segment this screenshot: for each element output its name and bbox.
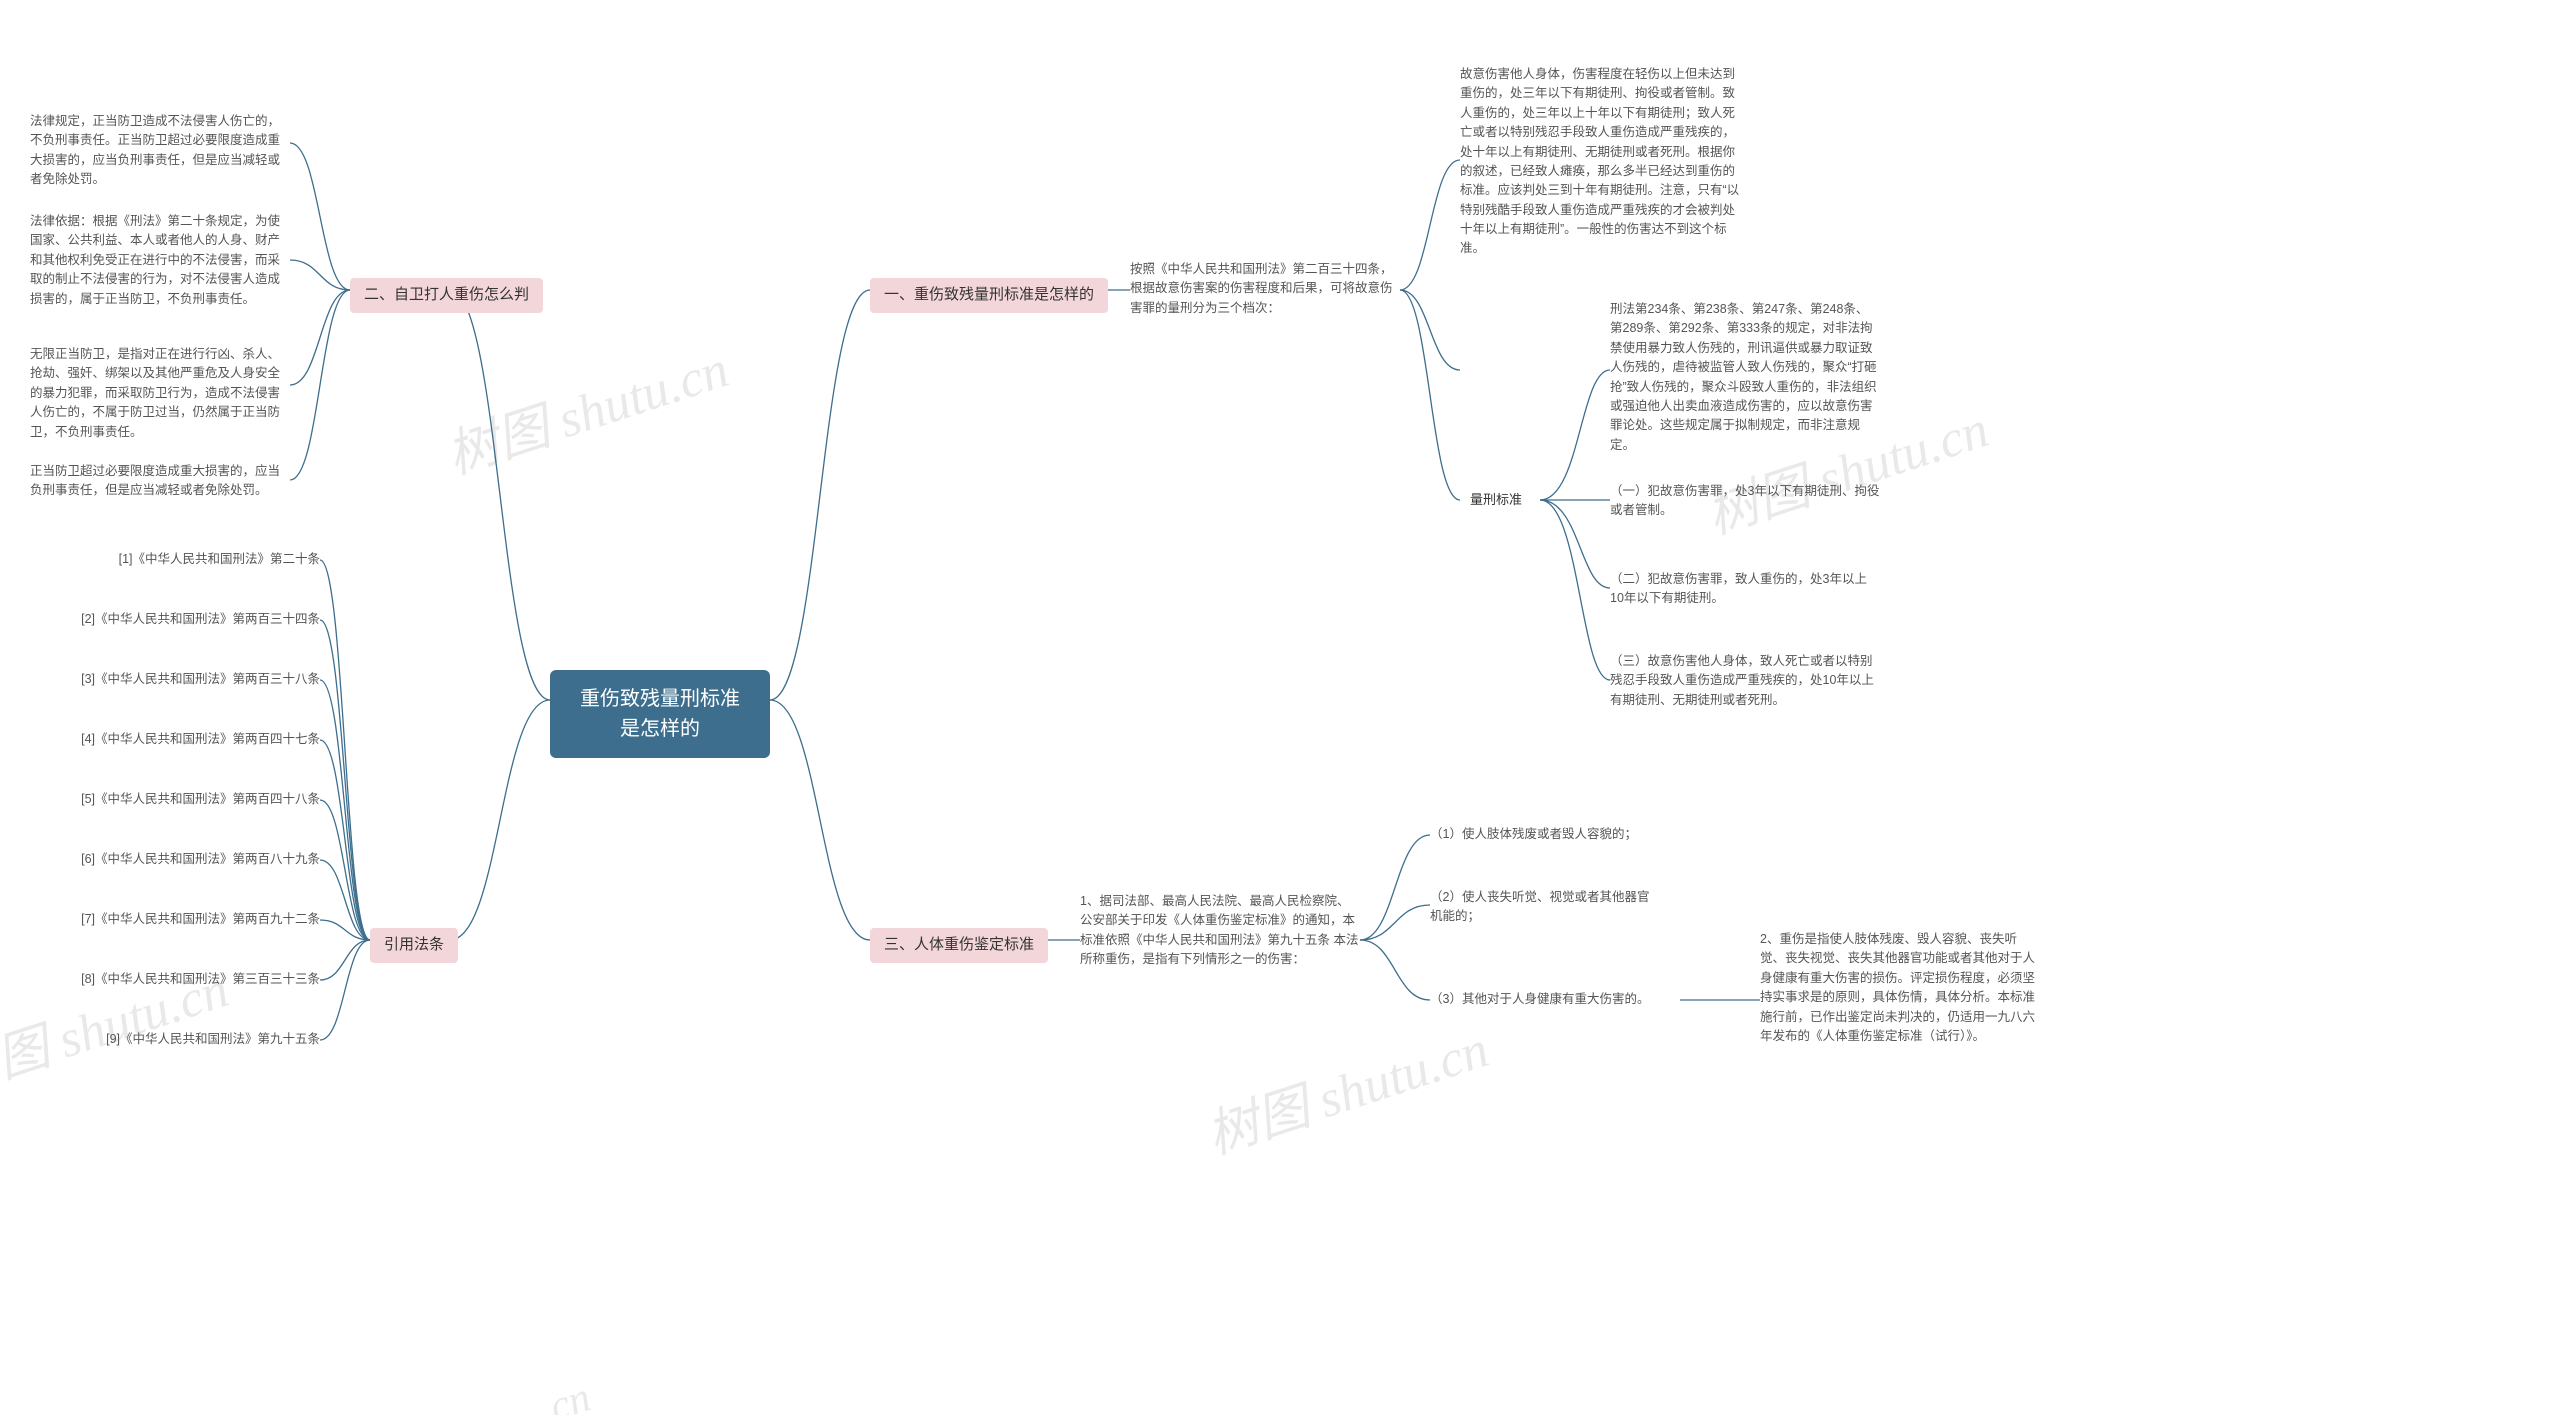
branch-3-intro: 1、据司法部、最高人民法院、最高人民检察院、公安部关于印发《人体重伤鉴定标准》的… [1080, 892, 1360, 970]
branch-1-intro: 按照《中华人民共和国刑法》第二百三十四条，根据故意伤害案的伤害程度和后果，可将故… [1130, 260, 1400, 318]
center-title: 重伤致残量刑标准是怎样的 [580, 688, 740, 740]
ref-7: [7]《中华人民共和国刑法》第两百九十二条 [70, 910, 320, 929]
branch-1: 一、重伤致残量刑标准是怎样的 [870, 278, 1108, 313]
watermark: 树图 shutu.cn [1196, 1007, 1497, 1168]
branch-ref: 引用法条 [370, 928, 458, 963]
branch-3-c2: （2）使人丧失听觉、视觉或者其他器官机能的； [1430, 888, 1660, 927]
branch-2-p4: 正当防卫超过必要限度造成重大损害的，应当负刑事责任，但是应当减轻或者免除处罚。 [30, 462, 290, 501]
branch-1-detail-2: 刑法第234条、第238条、第247条、第248条、第289条、第292条、第3… [1610, 300, 1880, 455]
ref-4: [4]《中华人民共和国刑法》第两百四十七条 [70, 730, 320, 749]
ref-1: [1]《中华人民共和国刑法》第二十条 [70, 550, 320, 569]
branch-3-c1: （1）使人肢体残废或者毁人容貌的； [1430, 825, 1660, 844]
ref-5: [5]《中华人民共和国刑法》第两百四十八条 [70, 790, 320, 809]
watermark: .cn [534, 1373, 597, 1415]
branch-3-c3-detail: 2、重伤是指使人肢体残废、毁人容貌、丧失听觉、丧失视觉、丧失其他器官功能或者其他… [1760, 930, 2040, 1046]
branch-2: 二、自卫打人重伤怎么判 [350, 278, 543, 313]
branch-1-std-label: 量刑标准 [1470, 490, 1522, 510]
branch-1-std-3: （三）故意伤害他人身体，致人死亡或者以特别残忍手段致人重伤造成严重残疾的，处10… [1610, 652, 1880, 710]
ref-9: [9]《中华人民共和国刑法》第九十五条 [70, 1030, 320, 1049]
branch-2-p2: 法律依据：根据《刑法》第二十条规定，为使国家、公共利益、本人或者他人的人身、财产… [30, 212, 290, 309]
ref-6: [6]《中华人民共和国刑法》第两百八十九条 [70, 850, 320, 869]
branch-1-detail-1: 故意伤害他人身体，伤害程度在轻伤以上但未达到重伤的，处三年以下有期徒刑、拘役或者… [1460, 65, 1740, 259]
connector-lines [0, 0, 2560, 1415]
branch-2-p1: 法律规定，正当防卫造成不法侵害人伤亡的，不负刑事责任。正当防卫超过必要限度造成重… [30, 112, 290, 190]
center-node: 重伤致残量刑标准是怎样的 [550, 670, 770, 758]
branch-1-std-2: （二）犯故意伤害罪，致人重伤的，处3年以上10年以下有期徒刑。 [1610, 570, 1880, 609]
branch-2-p3: 无限正当防卫，是指对正在进行行凶、杀人、抢劫、强奸、绑架以及其他严重危及人身安全… [30, 345, 290, 442]
ref-8: [8]《中华人民共和国刑法》第三百三十三条 [70, 970, 320, 989]
branch-3: 三、人体重伤鉴定标准 [870, 928, 1048, 963]
ref-3: [3]《中华人民共和国刑法》第两百三十八条 [70, 670, 320, 689]
branch-1-std-1: （一）犯故意伤害罪，处3年以下有期徒刑、拘役或者管制。 [1610, 482, 1880, 521]
branch-3-c3: （3）其他对于人身健康有重大伤害的。 [1430, 990, 1660, 1009]
ref-2: [2]《中华人民共和国刑法》第两百三十四条 [70, 610, 320, 629]
watermark: 树图 shutu.cn [436, 327, 737, 488]
